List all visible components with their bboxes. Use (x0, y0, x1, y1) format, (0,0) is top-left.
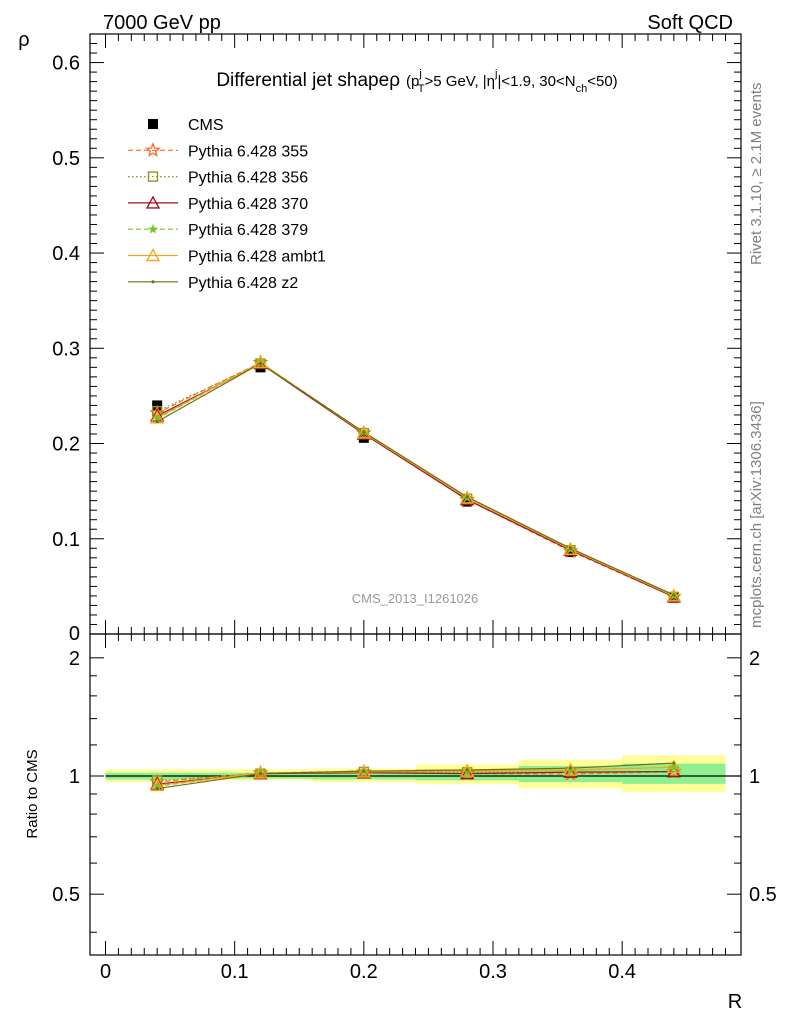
main-mc-point (356, 425, 372, 439)
legend-marker (151, 280, 155, 284)
title-p: (p (406, 73, 419, 90)
title-n-sub: ch (576, 83, 588, 95)
main-mc-point (459, 492, 475, 506)
ratio-ytick-label-left: 0.5 (52, 884, 80, 906)
chart-title: Differential jet shapeρ (pj T>5 GeV, |ηj|<… (216, 68, 617, 95)
ratio-mc-point (149, 778, 165, 792)
ratio-series-line (157, 766, 674, 787)
legend-marker (147, 171, 159, 182)
main-mc-point (563, 541, 578, 555)
main-mc-point (253, 355, 268, 369)
ratio-mc-point (253, 765, 268, 779)
title-rho: ρ (389, 70, 400, 91)
ratio-xtick-label: 0.4 (608, 961, 636, 983)
legend-marker (145, 141, 161, 158)
main-mc-point (672, 593, 676, 597)
ratio-xtick-label: 0.1 (221, 961, 249, 983)
main-mc-point (666, 588, 682, 602)
legend-label: Pythia 6.428 z2 (188, 275, 298, 292)
title-end: <50) (587, 73, 617, 90)
ratio-xtick-label: 0.2 (350, 961, 378, 983)
legend-label: Pythia 6.428 ambt1 (188, 249, 326, 266)
main-series-line (156, 361, 675, 598)
ratio-mc-point (155, 786, 159, 791)
ratio-mc-point (459, 763, 475, 777)
ratio-band-inner (415, 769, 519, 781)
legend-label: Pythia 6.428 379 (188, 222, 308, 239)
legend-marker (147, 223, 159, 234)
main-mc-point (258, 361, 263, 366)
legend-label: Pythia 6.428 370 (188, 196, 308, 213)
main-ytick-label: 0.2 (52, 434, 80, 456)
ratio-frame (89, 633, 742, 956)
ratio-mc-point (356, 764, 372, 778)
ratio-mc-point (563, 764, 578, 778)
main-mc-point (459, 490, 475, 504)
ratio-mc-point (362, 769, 366, 773)
legend-label: Pythia 6.428 356 (188, 170, 308, 187)
title-p-sup: j (418, 68, 421, 80)
ratio-mc-point (258, 772, 263, 776)
title-mid2: |<1.9, 30<N (497, 73, 575, 90)
main-mc-point (155, 420, 159, 424)
ratio-ytick-label-right: 0.5 (749, 884, 777, 906)
title-main: Differential jet shape (216, 70, 389, 91)
legend-marker (145, 195, 161, 209)
legend-marker (145, 248, 161, 262)
main-data-point (462, 496, 473, 507)
title-eta-sup: j (494, 68, 497, 80)
legend-label: CMS (188, 117, 224, 134)
ratio-mc-point (568, 766, 573, 770)
ratio-xlabel: R (728, 991, 742, 1013)
main-ytick-label: 0.6 (52, 53, 80, 75)
main-ytick-label: 0.4 (52, 243, 80, 265)
ratio-mc-point (563, 762, 578, 776)
main-series-line (156, 362, 675, 598)
ratio-mc-point (666, 759, 682, 773)
main-data-point (565, 547, 576, 558)
ratio-ylabel: Ratio to CMS (24, 749, 41, 838)
ratio-xtick-label: 0.3 (479, 961, 507, 983)
main-mc-point (362, 430, 366, 434)
main-ytick-label-zero: 0 (69, 623, 80, 645)
main-ylabel: ρ (18, 29, 29, 51)
main-ytick-label: 0.5 (52, 148, 80, 170)
main-series-line (156, 361, 675, 597)
header-left: 7000 GeV pp (103, 12, 221, 34)
ratio-mc-point (465, 768, 469, 772)
title-p-sub: T (418, 83, 425, 95)
title-mid: >5 GeV, |η (425, 73, 495, 90)
rivet-label: Rivet 3.1.10, ≥ 2.1M events (748, 83, 765, 266)
ratio-ytick-label-left: 2 (69, 648, 80, 670)
legend-label: Pythia 6.428 355 (188, 143, 308, 160)
watermark: CMS_2013_I1261026 (352, 591, 479, 606)
main-ytick-label: 0.1 (52, 529, 80, 551)
main-mc-point (568, 546, 573, 550)
ratio-ytick-label-right: 2 (749, 648, 760, 670)
header-right: Soft QCD (647, 12, 733, 34)
ratio-ytick-label-right: 1 (749, 766, 760, 788)
ratio-series-line (157, 762, 674, 790)
main-mc-point (465, 495, 469, 499)
mcplots-label: mcplots.cern.ch [arXiv:1306.3436] (748, 401, 765, 628)
main-ytick-label: 0.3 (52, 338, 80, 360)
main-series-line (156, 362, 675, 596)
legend-marker (148, 119, 158, 129)
ratio-mc-point (459, 766, 475, 780)
ratio-mc-point (672, 761, 676, 765)
ratio-ytick-label-left: 1 (69, 766, 80, 788)
ratio-xtick-label: 0 (100, 961, 111, 983)
